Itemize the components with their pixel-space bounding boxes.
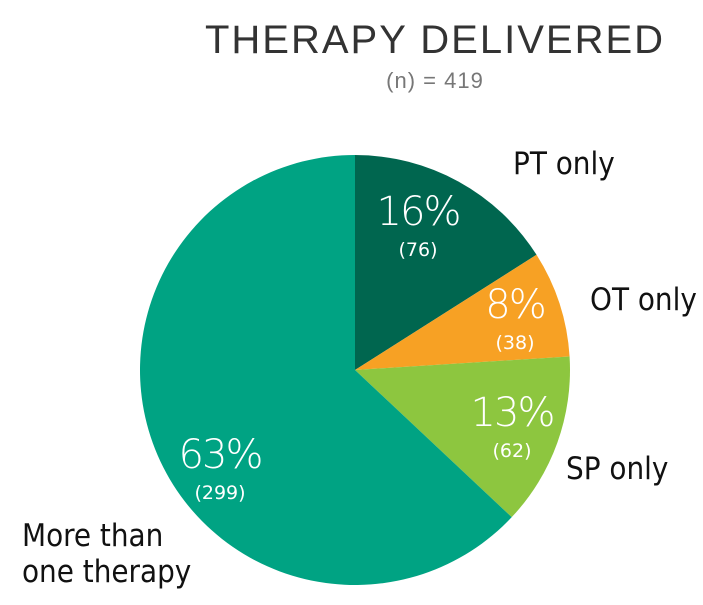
- pie-slice: [139, 155, 512, 585]
- value-label: 8%: [485, 282, 546, 328]
- category-label: SP only: [566, 451, 669, 487]
- value-label: 16%: [376, 189, 462, 235]
- category-label: More than one therapy: [22, 518, 192, 590]
- count-label: (76): [398, 239, 438, 261]
- chart-title: THERAPY DELIVERED: [204, 18, 666, 62]
- value-label: 63%: [178, 432, 264, 478]
- pie-slice: [355, 155, 537, 370]
- count-label: (38): [495, 332, 535, 354]
- pie-slice: [355, 356, 570, 518]
- count-label: (299): [194, 482, 246, 504]
- value-label: 13%: [470, 390, 556, 436]
- category-label: OT only: [590, 282, 697, 318]
- category-label: PT only: [513, 146, 615, 182]
- count-label: (62): [492, 440, 532, 462]
- pie-slice: [355, 254, 570, 370]
- chart-subtitle: (n) = 419: [386, 68, 484, 93]
